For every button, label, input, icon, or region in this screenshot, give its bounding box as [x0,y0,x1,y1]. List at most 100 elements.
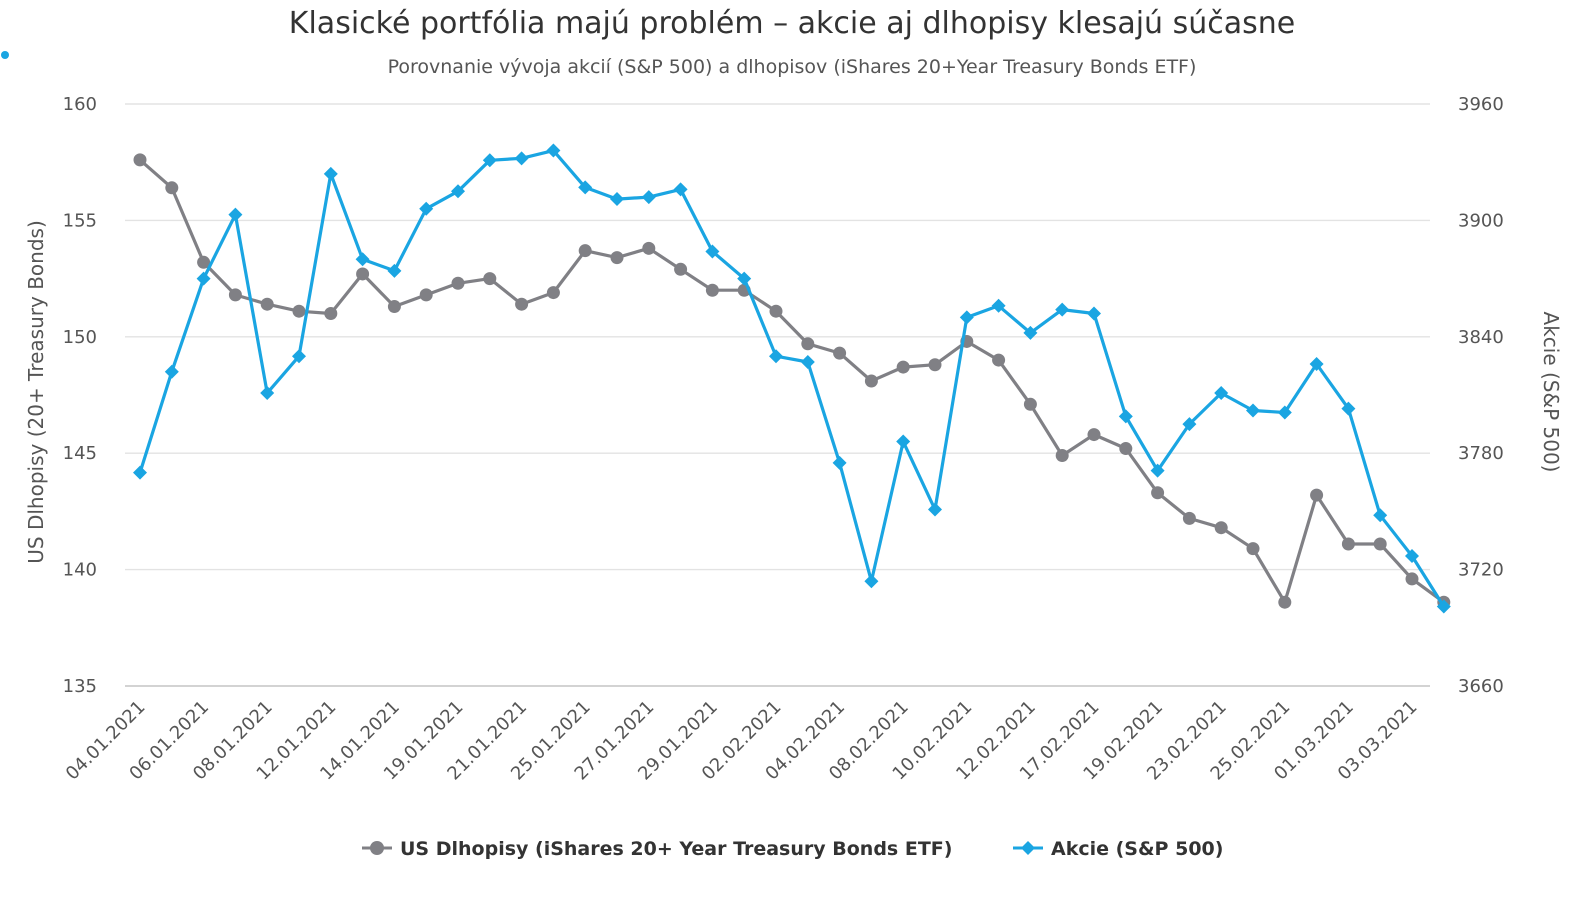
data-point[interactable] [483,272,497,286]
data-point[interactable] [1373,508,1388,523]
data-point[interactable] [610,192,624,207]
data-point[interactable] [292,304,306,318]
data-point[interactable] [1341,537,1355,551]
data-point[interactable] [705,244,720,259]
data-point[interactable] [769,304,783,318]
data-point[interactable] [928,502,942,517]
right-tick-label: 3960 [1458,94,1504,115]
data-point[interactable] [133,153,147,167]
data-point[interactable] [1182,417,1197,432]
legend-marker-stocks [1021,841,1035,855]
data-point[interactable] [610,251,624,265]
data-point[interactable] [196,271,211,286]
x-axis-ticks: 04.01.202106.01.202108.01.202112.01.2021… [62,697,1422,785]
data-point[interactable] [578,244,592,258]
legend-item-stocks[interactable]: Akcie (S&P 500) [1013,838,1223,860]
data-point[interactable] [769,349,783,364]
data-point[interactable] [482,153,497,168]
data-point[interactable] [451,184,465,199]
data-point[interactable] [1373,537,1387,551]
series-1 [133,143,1451,614]
data-point[interactable] [801,337,815,351]
data-point[interactable] [1118,409,1133,424]
data-point[interactable] [896,434,911,449]
data-point[interactable] [674,262,688,276]
data-point[interactable] [1405,572,1419,586]
data-point[interactable] [515,297,529,311]
data-point[interactable] [260,386,275,401]
data-point[interactable] [641,190,656,205]
data-point[interactable] [133,465,147,480]
data-point[interactable] [705,283,719,297]
left-axis-ticks: 135 140 145 150 155 160 [63,94,97,697]
data-point[interactable] [260,297,274,311]
data-point[interactable] [1055,302,1070,317]
corner-dot [1,51,9,59]
data-point[interactable] [1087,428,1101,442]
data-point[interactable] [1214,521,1228,535]
data-point[interactable] [1214,386,1229,401]
data-point[interactable] [1341,401,1356,416]
data-point[interactable] [1055,449,1069,463]
data-point[interactable] [1151,486,1165,500]
data-point[interactable] [1246,542,1260,556]
data-point[interactable] [642,241,656,255]
data-point[interactable] [1023,397,1037,411]
data-point[interactable] [546,143,561,158]
data-point[interactable] [1246,403,1260,418]
right-axis-title: Akcie (S&P 500) [1539,312,1563,473]
data-point[interactable] [292,349,306,364]
data-point[interactable] [323,166,338,181]
data-point[interactable] [164,364,179,379]
left-tick-label: 140 [63,560,97,581]
data-point[interactable] [833,346,847,360]
chart-title: Klasické portfólia majú problém – akcie … [288,6,1296,41]
series-line [138,158,1445,604]
legend-label-stocks: Akcie (S&P 500) [1051,838,1223,860]
data-point[interactable] [896,360,910,374]
data-point[interactable] [1277,405,1292,420]
data-point[interactable] [991,298,1006,313]
data-point[interactable] [1150,463,1165,478]
data-point[interactable] [419,288,433,302]
legend-label-bonds: US Dlhopisy (iShares 20+ Year Treasury B… [400,838,952,860]
data-point[interactable] [1278,595,1292,609]
data-point[interactable] [737,271,752,286]
legend[interactable]: US Dlhopisy (iShares 20+ Year Treasury B… [362,838,1223,860]
data-point[interactable] [959,310,974,325]
data-point[interactable] [1436,599,1451,614]
data-point[interactable] [1182,511,1196,525]
data-point[interactable] [356,267,370,281]
data-point[interactable] [228,207,243,222]
data-point[interactable] [1309,356,1324,371]
data-point[interactable] [451,276,465,290]
data-point[interactable] [1087,306,1101,321]
data-point[interactable] [387,300,401,314]
data-point[interactable] [832,455,847,470]
data-point[interactable] [514,151,529,166]
right-tick-label: 3780 [1458,443,1504,464]
data-point[interactable] [228,288,242,302]
data-point[interactable] [1119,442,1133,456]
data-point[interactable] [197,255,211,269]
data-point[interactable] [324,307,338,321]
right-tick-label: 3660 [1458,676,1504,697]
legend-item-bonds[interactable]: US Dlhopisy (iShares 20+ Year Treasury B… [362,838,952,860]
data-point[interactable] [673,182,688,197]
data-point[interactable] [864,574,879,589]
data-point[interactable] [355,252,370,267]
data-point[interactable] [546,286,560,300]
data-point[interactable] [992,353,1006,367]
data-point[interactable] [1405,549,1419,564]
data-point[interactable] [1310,488,1324,502]
data-point[interactable] [387,263,402,278]
legend-marker-bonds [370,841,384,855]
data-point[interactable] [578,180,593,195]
data-point[interactable] [419,201,434,216]
data-point[interactable] [1023,325,1038,340]
data-point[interactable] [800,355,815,370]
data-point[interactable] [864,374,878,388]
left-tick-label: 155 [63,210,97,231]
data-point[interactable] [928,358,942,372]
data-point[interactable] [165,181,179,195]
